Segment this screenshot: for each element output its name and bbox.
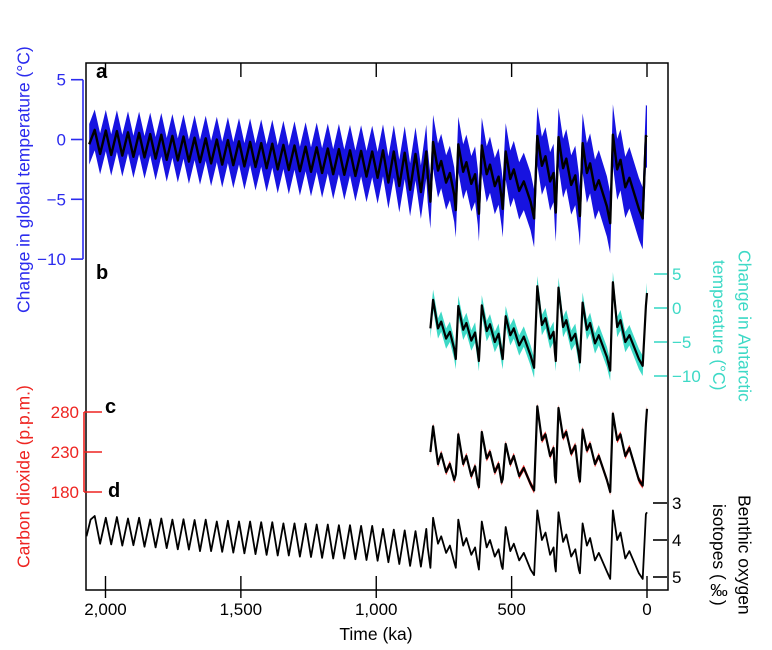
- y-tick-label-c: 230: [51, 443, 79, 462]
- y-axis-c: 280 230 180: [51, 403, 102, 502]
- x-tick-label: 1,000: [355, 600, 398, 619]
- panel-a-data-line: [88, 128, 648, 225]
- y-tick-label-b: 5: [672, 265, 681, 284]
- y-tick-label-a: 5: [57, 71, 66, 90]
- y-tick-label-c: 180: [51, 483, 79, 502]
- axis-label-global-temperature: Change in global temperature (°C): [13, 46, 34, 314]
- y-tick-label-b: −10: [672, 367, 701, 386]
- y-axis-d: 3 4 5: [653, 494, 681, 587]
- y-tick-label-b: −5: [672, 333, 691, 352]
- axis-label-antarctic-temperature: Change in Antarctic temperature (°C): [709, 249, 755, 402]
- x-tick-label: 500: [497, 600, 525, 619]
- plot-frame: [85, 62, 669, 591]
- panel-letter-c: c: [105, 396, 117, 418]
- panel-letter-d: d: [108, 480, 121, 502]
- x-axis-title: Time (ka): [339, 624, 413, 644]
- x-tick-label: 1,500: [220, 600, 263, 619]
- x-tick-label: 0: [642, 600, 651, 619]
- axis-label-benthic-isotopes: Benthic oxygen isotopes (‰): [709, 495, 755, 615]
- panel-letter-a: a: [96, 61, 108, 83]
- y-tick-label-d: 3: [672, 494, 681, 513]
- y-axis-a: 5 0 −5 −10: [37, 71, 84, 269]
- y-tick-label-b: 0: [672, 299, 681, 318]
- y-tick-label-d: 5: [672, 568, 681, 587]
- y-tick-label-a: −10: [37, 250, 66, 269]
- x-tick-label: 2,000: [84, 600, 127, 619]
- y-tick-label-c: 280: [51, 403, 79, 422]
- panel-d-data-line: [85, 509, 648, 580]
- panel-letter-b: b: [96, 262, 109, 284]
- y-tick-label-d: 4: [672, 531, 681, 550]
- axis-label-carbon-dioxide: Carbon dioxide (p.p.m.): [13, 385, 34, 569]
- panel-c-data-line: [429, 405, 649, 494]
- panel-a-uncertainty-band: [89, 104, 647, 254]
- panel-b-data-line: [429, 281, 649, 372]
- y-tick-label-a: −5: [47, 190, 66, 209]
- x-axis: 2,000 1,500 1,000 500 0: [84, 63, 652, 619]
- y-axis-b: 5 0 −5 −10: [654, 265, 701, 386]
- y-tick-label-a: 0: [57, 131, 66, 150]
